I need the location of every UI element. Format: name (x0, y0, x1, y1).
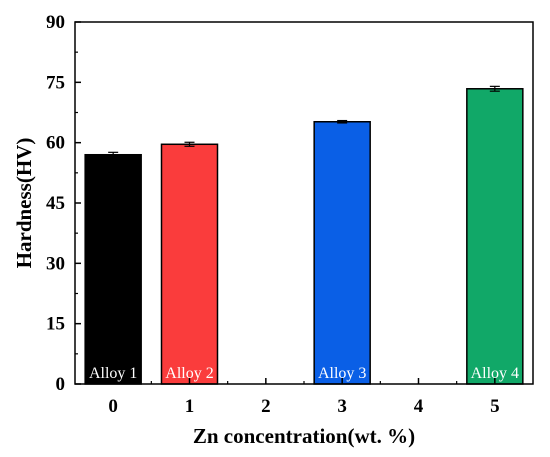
bar-label: Alloy 2 (165, 365, 213, 382)
plot-frame (74, 21, 534, 385)
bar (466, 88, 524, 385)
x-tick-label: 0 (108, 396, 118, 417)
bar (160, 143, 219, 385)
y-axis-title: Hardness(HV) (12, 138, 36, 269)
plot-area: Alloy 1 Alloy 2 Alloy 3 Alloy 4015304560759… (46, 12, 524, 417)
x-tick-label: 1 (185, 396, 195, 417)
y-tick-label: 90 (46, 12, 65, 33)
y-tick-label: 15 (46, 314, 65, 335)
y-tick-label: 30 (46, 253, 65, 274)
y-tick-label: 45 (46, 193, 65, 214)
x-tick-label: 2 (261, 396, 271, 417)
bar (313, 121, 371, 385)
y-tick-label: 0 (56, 374, 66, 395)
bar-label: Alloy 3 (318, 365, 366, 382)
bar (84, 153, 142, 385)
bar-label: Alloy 1 (89, 365, 137, 382)
x-tick-label: 5 (490, 396, 500, 417)
y-tick-label: 60 (46, 133, 65, 154)
bar-label: Alloy 4 (471, 365, 519, 382)
x-tick-label: 3 (337, 396, 347, 417)
x-tick-label: 4 (414, 396, 424, 417)
y-tick-label: 75 (46, 72, 65, 93)
x-axis-title: Zn concentration(wt. %) (193, 424, 415, 448)
